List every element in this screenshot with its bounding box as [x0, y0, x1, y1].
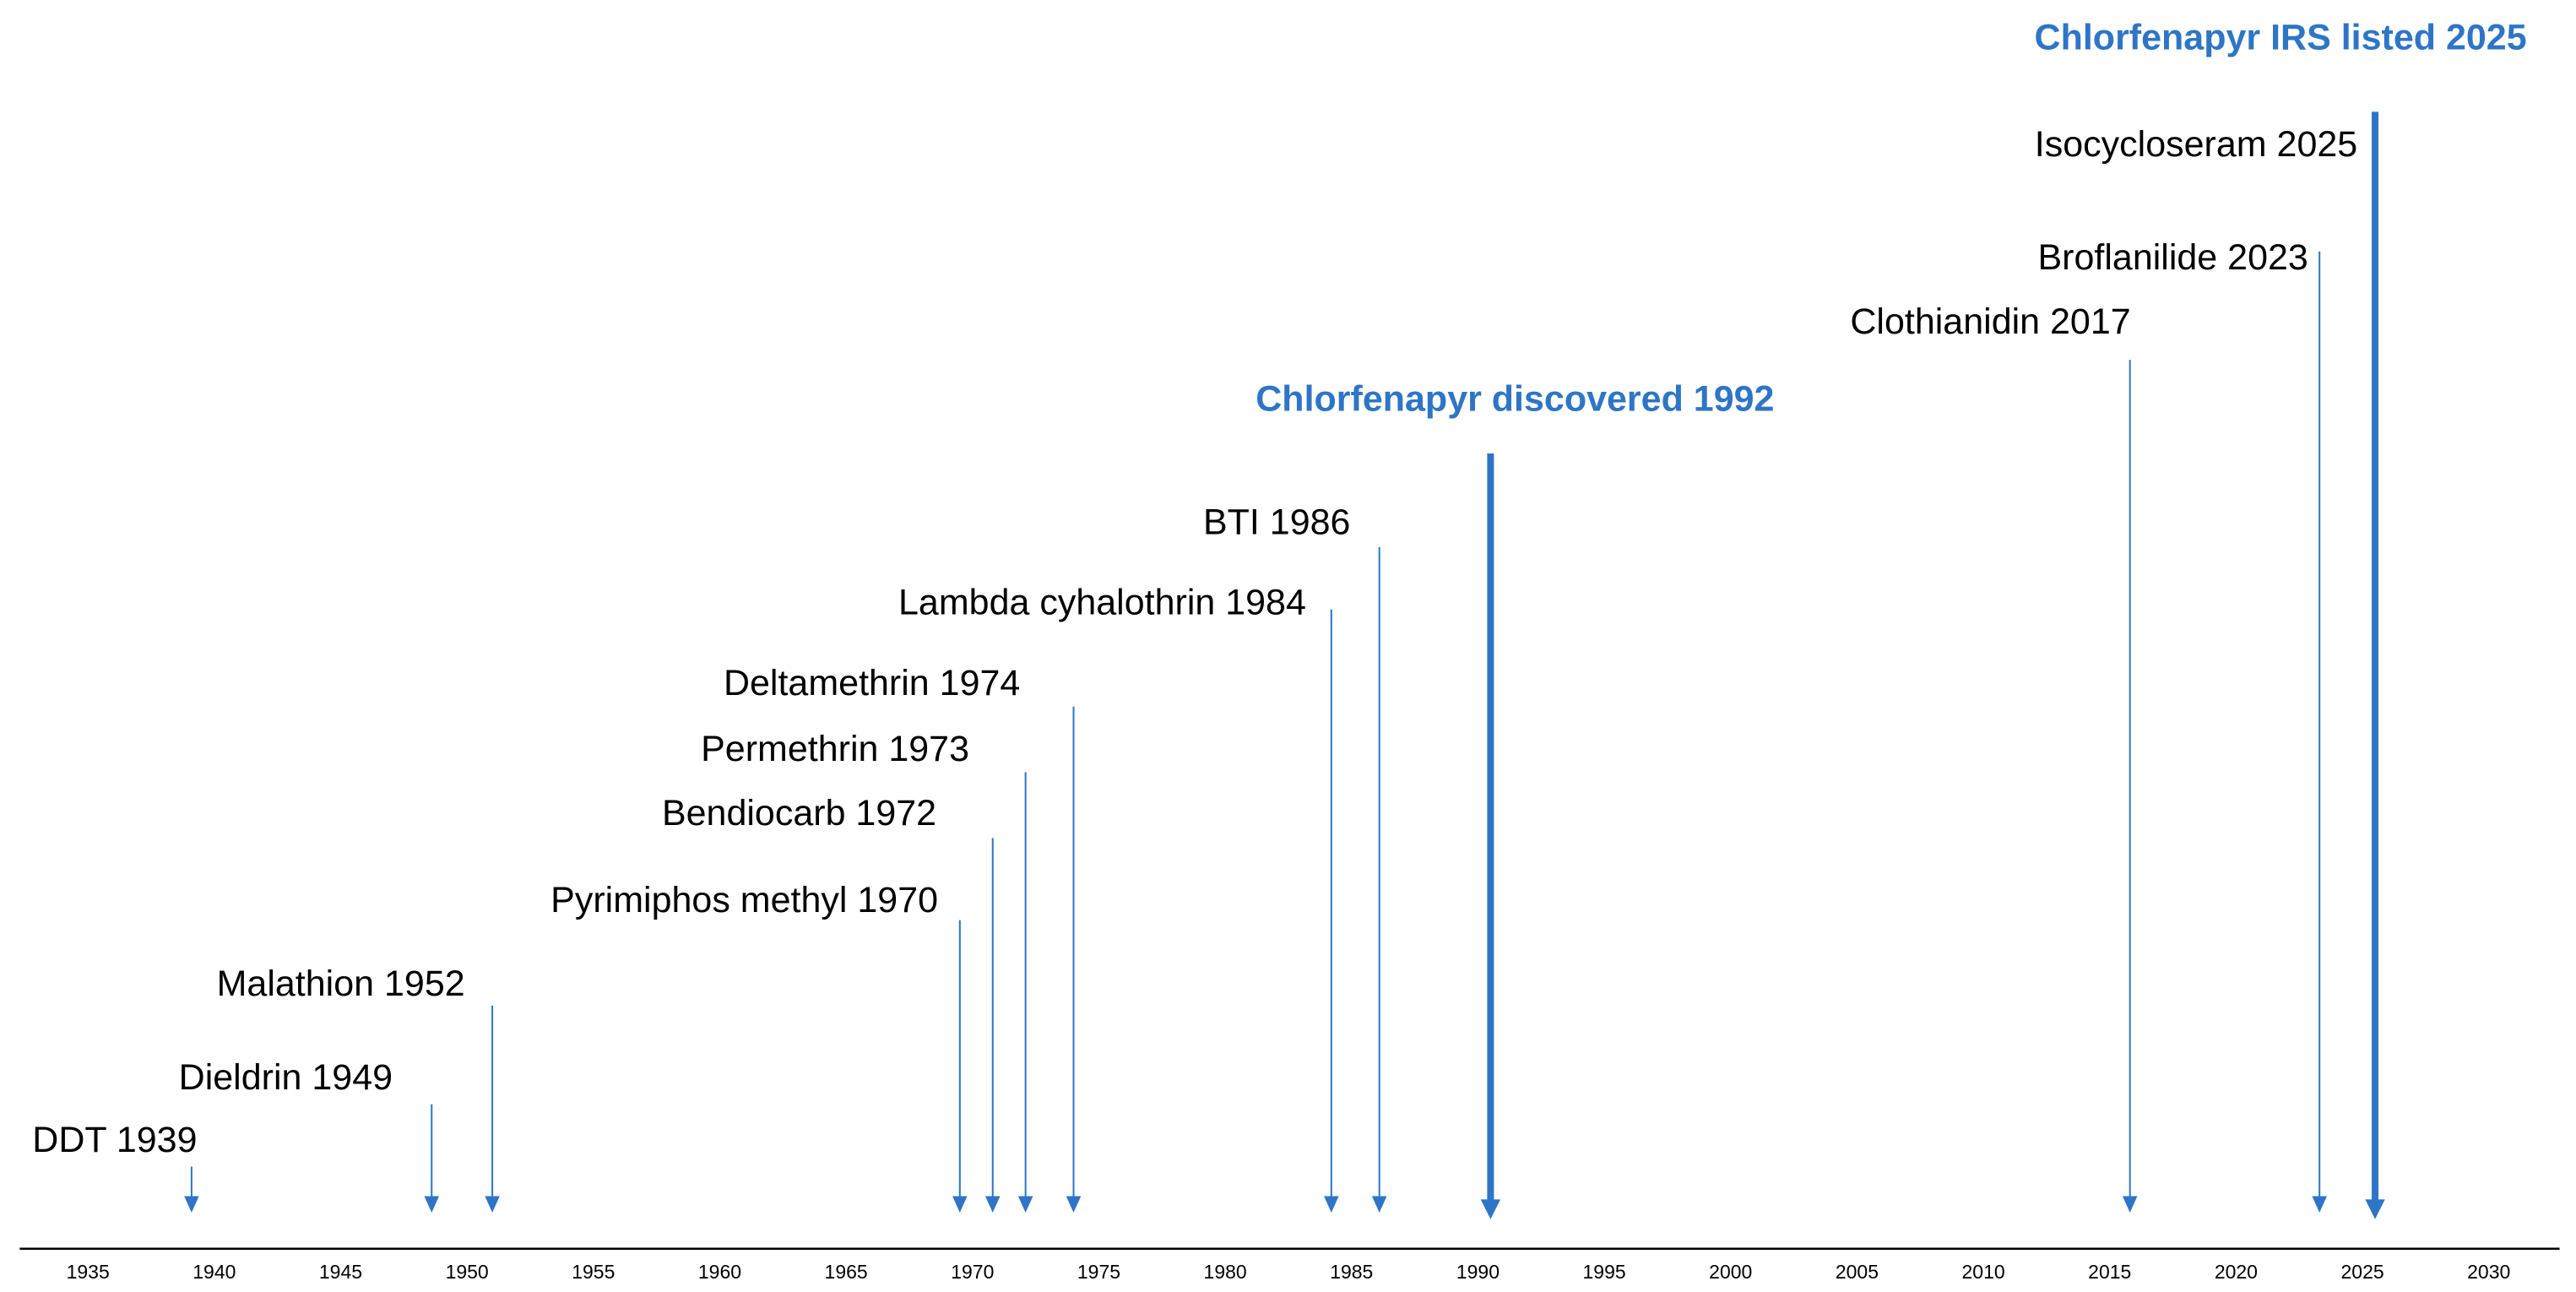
arrow-head — [184, 1196, 199, 1213]
event-label: Permethrin 1973 — [701, 729, 969, 769]
x-tick-label: 2000 — [1709, 1261, 1752, 1283]
x-tick-label: 1935 — [67, 1261, 110, 1283]
event-label: Malathion 1952 — [217, 964, 465, 1004]
arrow-head — [1066, 1196, 1082, 1213]
x-tick-label: 2030 — [2467, 1261, 2510, 1283]
x-tick-label: 2025 — [2340, 1261, 2383, 1283]
x-tick-label: 1980 — [1204, 1261, 1247, 1283]
event-label: Dieldrin 1949 — [179, 1057, 393, 1098]
x-tick-label: 2010 — [1962, 1261, 2005, 1283]
x-tick-label: 1990 — [1456, 1261, 1500, 1283]
event-label: Broflanilide 2023 — [2037, 237, 2308, 278]
event-label: Pyrimiphos methyl 1970 — [550, 880, 938, 920]
event-label: DDT 1939 — [32, 1120, 197, 1160]
highlight-arrow-head — [1480, 1199, 1501, 1219]
x-tick-label: 2005 — [1836, 1261, 1879, 1283]
event-label: Clothianidin 2017 — [1850, 301, 2130, 342]
arrow-head — [485, 1196, 500, 1213]
x-tick-label: 1985 — [1330, 1261, 1373, 1283]
x-tick-label: 1940 — [193, 1261, 236, 1283]
event-label: Isocycloseram 2025 — [2035, 124, 2357, 165]
x-tick-label: 1945 — [319, 1261, 362, 1283]
event-label: Bendiocarb 1972 — [662, 793, 936, 833]
x-tick-label: 1975 — [1077, 1261, 1120, 1283]
event-label: BTI 1986 — [1203, 502, 1351, 542]
arrow-head — [424, 1196, 440, 1213]
highlight-label: Chlorfenapyr discovered 1992 — [1255, 378, 1774, 419]
highlight-arrow-head — [2365, 1199, 2385, 1219]
arrow-head — [984, 1196, 1001, 1213]
arrow-head — [952, 1196, 968, 1213]
arrow-head — [2312, 1196, 2327, 1213]
x-tick-label: 1950 — [446, 1261, 489, 1283]
highlight-label: Chlorfenapyr IRS listed 2025 — [2035, 17, 2527, 57]
x-tick-label: 2015 — [2088, 1261, 2131, 1283]
x-tick-label: 1970 — [951, 1261, 994, 1283]
event-label: Deltamethrin 1974 — [724, 663, 1020, 703]
arrow-head — [1017, 1196, 1033, 1213]
x-tick-label: 1960 — [698, 1261, 741, 1283]
arrow-head — [1324, 1196, 1339, 1213]
x-tick-label: 1955 — [572, 1261, 615, 1283]
x-tick-label: 1965 — [825, 1261, 868, 1283]
event-label: Lambda cyhalothrin 1984 — [898, 583, 1306, 623]
arrow-head — [2122, 1196, 2138, 1213]
x-tick-label: 2020 — [2215, 1261, 2258, 1283]
x-tick-label: 1995 — [1583, 1261, 1626, 1283]
arrow-head — [1371, 1196, 1387, 1213]
